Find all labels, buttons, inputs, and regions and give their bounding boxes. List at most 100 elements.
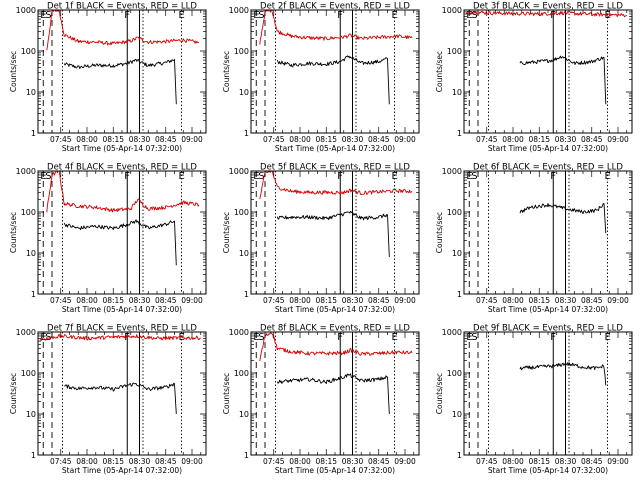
- y-tick-label: 1: [244, 290, 249, 299]
- y-tick-label: 1: [457, 451, 462, 460]
- x-tick-label: 07:45: [50, 296, 72, 305]
- x-tick-label: 08:30: [342, 296, 364, 305]
- x-axis-title: Start Time (05-Apr-14 07:32:00): [488, 144, 608, 153]
- panel-det-5: Det 5f BLACK = Events, RED = LLD 1 10 100 10…: [222, 163, 420, 314]
- marker-label-early: E: [253, 10, 259, 21]
- x-tick-label: 08:00: [76, 457, 98, 466]
- marker-label-end: E: [605, 332, 611, 343]
- x-tick-label: 09:00: [394, 457, 416, 466]
- x-tick-label: 07:45: [476, 135, 498, 144]
- y-tick-label: 1000: [229, 167, 249, 176]
- x-tick-label: 08:30: [342, 135, 364, 144]
- y-axis-title: Counts/sec: [9, 373, 18, 414]
- events-series-line: [64, 382, 177, 415]
- y-tick-label: 1: [457, 129, 462, 138]
- panel-det-2: Det 2f BLACK = Events, RED = LLD 1 10 100 10…: [222, 2, 420, 153]
- plot-frame: [463, 9, 633, 134]
- panel-title: Det 6f BLACK = Events, RED = LLD: [473, 163, 623, 173]
- events-series-line: [519, 202, 607, 234]
- marker-label-end: E: [605, 171, 611, 182]
- plot-frame: [250, 9, 420, 134]
- y-tick-label: 1000: [16, 6, 36, 15]
- x-tick-label: 07:45: [476, 457, 498, 466]
- events-series-line: [276, 210, 390, 258]
- marker-label-early: E: [253, 332, 259, 343]
- plot-frame: [37, 170, 207, 295]
- events-series-line: [519, 55, 607, 105]
- y-axis-title: Counts/sec: [435, 373, 444, 414]
- y-tick-label: 1: [457, 290, 462, 299]
- x-tick-label: 08:30: [342, 457, 364, 466]
- y-tick-label: 1000: [229, 328, 249, 337]
- x-tick-label: 08:00: [76, 135, 98, 144]
- plot-frame: [463, 170, 633, 295]
- x-axis-title: Start Time (05-Apr-14 07:32:00): [275, 305, 395, 314]
- lld-series-line: [46, 171, 200, 213]
- y-tick-label: 100: [234, 369, 249, 378]
- lld-series-line: [465, 10, 628, 18]
- y-axis-title: Counts/sec: [435, 51, 444, 92]
- events-series-line: [519, 362, 607, 386]
- panel-title: Det 9f BLACK = Events, RED = LLD: [473, 324, 623, 334]
- panel-title: Det 4f BLACK = Events, RED = LLD: [47, 163, 197, 173]
- y-tick-label: 1000: [442, 167, 462, 176]
- x-axis-title: Start Time (05-Apr-14 07:32:00): [62, 466, 182, 475]
- marker-label-early: E: [466, 171, 472, 182]
- y-tick-label: 1000: [442, 328, 462, 337]
- marker-label-end: E: [392, 171, 398, 182]
- x-tick-label: 08:15: [528, 457, 550, 466]
- x-tick-label: 08:00: [289, 296, 311, 305]
- y-tick-label: 100: [234, 208, 249, 217]
- x-tick-label: 08:45: [155, 296, 177, 305]
- x-tick-label: 08:30: [129, 296, 151, 305]
- panel-det-1: Det 1f BLACK = Events, RED = LLD 1 10 100 10…: [9, 2, 207, 153]
- x-tick-label: 08:15: [102, 135, 124, 144]
- events-series-line: [63, 219, 177, 266]
- x-tick-label: 08:30: [555, 296, 577, 305]
- marker-label-start: S: [258, 10, 264, 21]
- y-tick-label: 10: [452, 249, 462, 258]
- y-tick-label: 1000: [16, 167, 36, 176]
- y-tick-label: 100: [21, 47, 36, 56]
- x-axis-title: Start Time (05-Apr-14 07:32:00): [275, 466, 395, 475]
- lld-series-line: [46, 10, 200, 51]
- x-tick-label: 08:30: [555, 135, 577, 144]
- x-axis-title: Start Time (05-Apr-14 07:32:00): [488, 305, 608, 314]
- x-axis-title: Start Time (05-Apr-14 07:32:00): [62, 144, 182, 153]
- marker-label-start: S: [471, 171, 477, 182]
- lld-series-line: [259, 10, 413, 45]
- y-tick-label: 10: [239, 410, 249, 419]
- y-axis-title: Counts/sec: [435, 212, 444, 253]
- plot-frame: [37, 331, 207, 456]
- events-series-line: [63, 58, 177, 105]
- x-tick-label: 08:45: [155, 135, 177, 144]
- marker-label-flare: F: [124, 10, 130, 21]
- y-tick-label: 100: [447, 208, 462, 217]
- y-tick-label: 10: [452, 410, 462, 419]
- lld-series-line: [39, 333, 202, 341]
- y-tick-label: 1: [31, 129, 36, 138]
- plot-frame: [250, 331, 420, 456]
- y-tick-label: 1000: [229, 6, 249, 15]
- panel-title: Det 3f BLACK = Events, RED = LLD: [473, 2, 623, 12]
- marker-label-early: E: [40, 171, 46, 182]
- marker-label-early: E: [466, 10, 472, 21]
- x-tick-label: 07:45: [50, 457, 72, 466]
- marker-label-flare: F: [550, 171, 556, 182]
- y-tick-label: 100: [447, 47, 462, 56]
- x-tick-label: 08:45: [581, 296, 603, 305]
- x-tick-label: 08:15: [315, 296, 337, 305]
- events-series-line: [276, 373, 390, 415]
- marker-label-flare: F: [337, 10, 343, 21]
- y-tick-label: 10: [26, 249, 36, 258]
- panel-title: Det 1f BLACK = Events, RED = LLD: [47, 2, 197, 12]
- panel-det-8: Det 8f BLACK = Events, RED = LLD 1 10 100 10…: [222, 324, 420, 475]
- x-axis-title: Start Time (05-Apr-14 07:32:00): [488, 466, 608, 475]
- marker-label-start: S: [258, 171, 264, 182]
- y-tick-label: 100: [447, 369, 462, 378]
- marker-label-start: S: [471, 10, 477, 21]
- x-tick-label: 07:45: [263, 457, 285, 466]
- marker-label-start: S: [258, 332, 264, 343]
- x-tick-label: 07:45: [263, 296, 285, 305]
